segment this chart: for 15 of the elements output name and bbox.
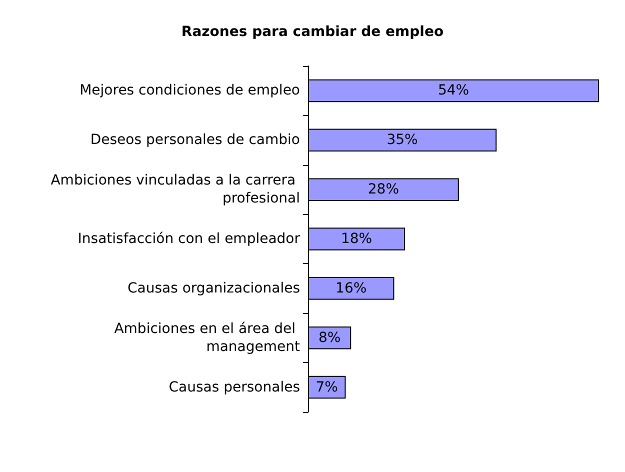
y-tick-label: Mejores condiciones de empleo bbox=[80, 82, 300, 99]
data-label: 28% bbox=[368, 182, 400, 198]
y-tick-label: Causas personales bbox=[168, 379, 300, 396]
y-tick-label: Causas organizacionales bbox=[128, 280, 300, 296]
data-label: 35% bbox=[386, 132, 418, 148]
data-label: 16% bbox=[336, 280, 367, 296]
data-label: 8% bbox=[318, 330, 341, 346]
y-tick-label: Ambiciones en el área del management bbox=[114, 320, 300, 355]
data-label: 7% bbox=[316, 379, 338, 396]
y-tick-label: Ambiciones vinculadas a la carrera profesional bbox=[50, 172, 300, 207]
data-label: 54% bbox=[438, 82, 470, 99]
y-tick-label: Insatisfacción con el empleador bbox=[78, 231, 300, 247]
chart-title: Razones para cambiar de empleo bbox=[181, 24, 444, 40]
y-tick-label: Deseos personales de cambio bbox=[90, 132, 300, 148]
data-label: 18% bbox=[340, 231, 372, 247]
